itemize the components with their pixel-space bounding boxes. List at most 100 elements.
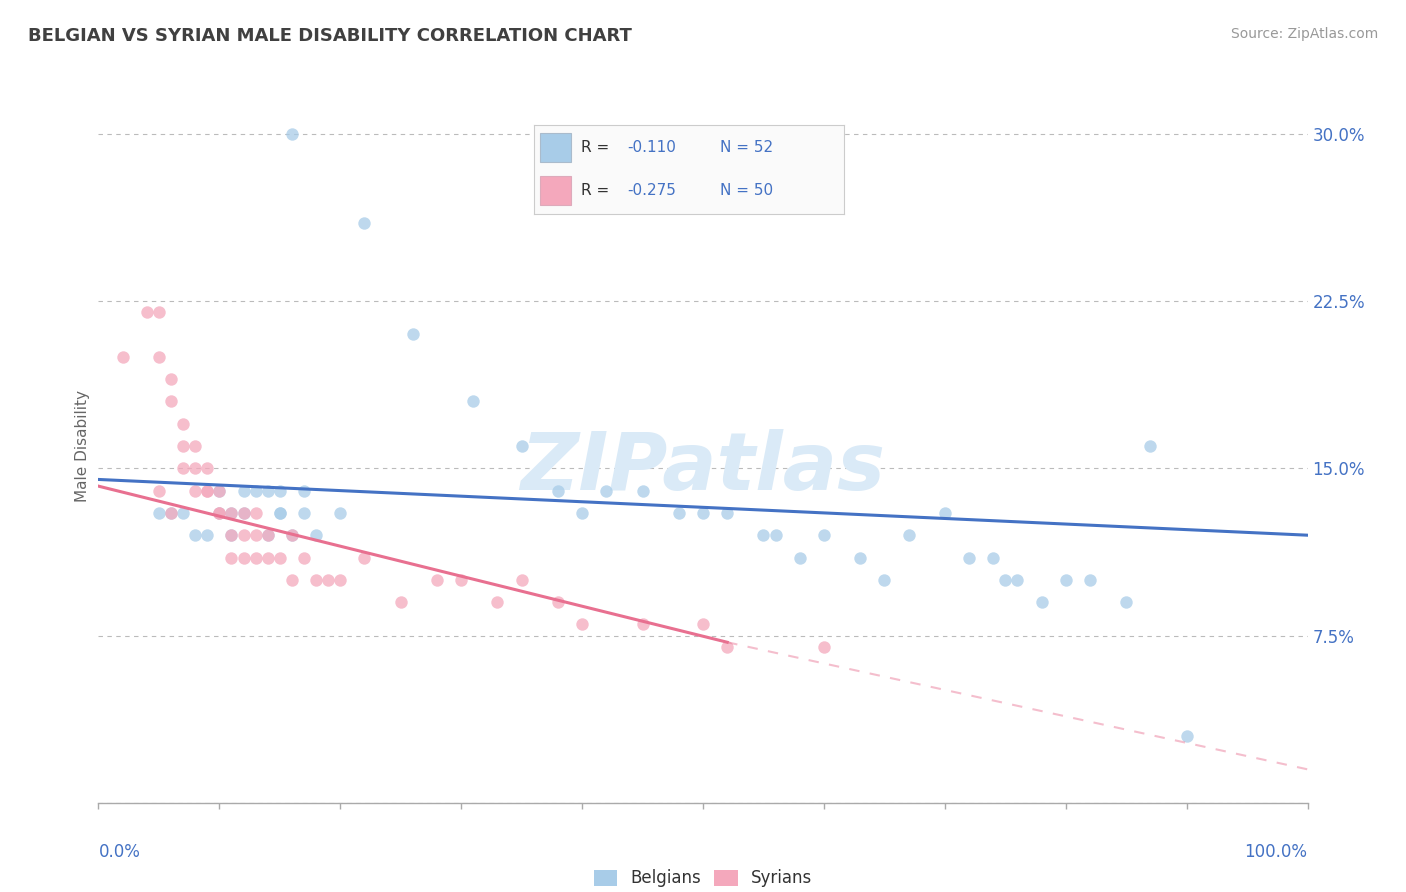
Point bbox=[148, 483, 170, 498]
Y-axis label: Male Disability: Male Disability bbox=[75, 390, 90, 502]
Point bbox=[256, 550, 278, 565]
Point bbox=[208, 506, 231, 520]
Point bbox=[256, 483, 278, 498]
Point bbox=[256, 528, 278, 542]
Point bbox=[148, 350, 170, 364]
Point bbox=[135, 305, 157, 319]
Text: N = 50: N = 50 bbox=[720, 183, 773, 198]
Point bbox=[269, 506, 291, 520]
Point bbox=[873, 573, 896, 587]
Point bbox=[221, 528, 243, 542]
Point bbox=[571, 506, 593, 520]
Point bbox=[208, 506, 231, 520]
Point bbox=[813, 528, 835, 542]
Point bbox=[172, 506, 194, 520]
Point bbox=[221, 506, 243, 520]
Point bbox=[510, 439, 533, 453]
Point bbox=[208, 483, 231, 498]
Point bbox=[934, 506, 956, 520]
Point bbox=[631, 617, 654, 632]
Point bbox=[1175, 729, 1198, 743]
Point bbox=[668, 506, 690, 520]
Point bbox=[353, 550, 375, 565]
Point bbox=[547, 595, 569, 609]
Point bbox=[305, 573, 328, 587]
Point bbox=[994, 573, 1017, 587]
Point bbox=[402, 327, 425, 342]
Point bbox=[426, 573, 449, 587]
Point bbox=[1031, 595, 1053, 609]
Point bbox=[160, 506, 183, 520]
Point bbox=[184, 528, 207, 542]
Point bbox=[329, 506, 352, 520]
Point bbox=[450, 573, 472, 587]
Point bbox=[281, 528, 304, 542]
Point bbox=[316, 573, 339, 587]
Point bbox=[353, 216, 375, 230]
Point bbox=[221, 550, 243, 565]
Point bbox=[111, 350, 134, 364]
Point bbox=[305, 528, 328, 542]
Point bbox=[160, 506, 183, 520]
Point bbox=[389, 595, 412, 609]
Point bbox=[148, 305, 170, 319]
Point bbox=[849, 550, 872, 565]
Text: 0.0%: 0.0% bbox=[98, 843, 141, 861]
Point bbox=[245, 550, 267, 565]
Point bbox=[813, 640, 835, 654]
Point bbox=[292, 550, 315, 565]
Point bbox=[329, 573, 352, 587]
Text: Source: ZipAtlas.com: Source: ZipAtlas.com bbox=[1230, 27, 1378, 41]
FancyBboxPatch shape bbox=[540, 176, 571, 205]
Point bbox=[208, 506, 231, 520]
Point bbox=[269, 550, 291, 565]
Point bbox=[510, 573, 533, 587]
Point bbox=[752, 528, 775, 542]
Text: N = 52: N = 52 bbox=[720, 140, 773, 155]
Text: R =: R = bbox=[581, 183, 614, 198]
Point bbox=[692, 617, 714, 632]
Point bbox=[789, 550, 811, 565]
Point bbox=[595, 483, 617, 498]
Point bbox=[232, 506, 254, 520]
Point bbox=[245, 528, 267, 542]
Point bbox=[245, 506, 267, 520]
Point bbox=[172, 461, 194, 475]
Point bbox=[981, 550, 1004, 565]
Point bbox=[897, 528, 920, 542]
Point bbox=[184, 461, 207, 475]
Point bbox=[195, 483, 218, 498]
Point bbox=[716, 640, 738, 654]
Text: -0.110: -0.110 bbox=[627, 140, 676, 155]
Point bbox=[269, 506, 291, 520]
Point bbox=[195, 528, 218, 542]
Point bbox=[281, 127, 304, 141]
Point bbox=[160, 394, 183, 409]
Point bbox=[1078, 573, 1101, 587]
Text: BELGIAN VS SYRIAN MALE DISABILITY CORRELATION CHART: BELGIAN VS SYRIAN MALE DISABILITY CORREL… bbox=[28, 27, 631, 45]
Point bbox=[1007, 573, 1029, 587]
Point bbox=[957, 550, 980, 565]
Point bbox=[1139, 439, 1161, 453]
Point bbox=[692, 506, 714, 520]
Point bbox=[184, 439, 207, 453]
Text: R =: R = bbox=[581, 140, 614, 155]
Point bbox=[256, 528, 278, 542]
Point bbox=[232, 483, 254, 498]
Text: -0.275: -0.275 bbox=[627, 183, 676, 198]
Point bbox=[547, 483, 569, 498]
Point bbox=[292, 483, 315, 498]
Point bbox=[184, 483, 207, 498]
Point bbox=[232, 506, 254, 520]
Point bbox=[172, 417, 194, 431]
FancyBboxPatch shape bbox=[540, 133, 571, 162]
Point bbox=[208, 483, 231, 498]
Point bbox=[631, 483, 654, 498]
Text: 100.0%: 100.0% bbox=[1244, 843, 1308, 861]
Point bbox=[716, 506, 738, 520]
Point bbox=[1115, 595, 1137, 609]
Point bbox=[160, 372, 183, 386]
Point bbox=[172, 439, 194, 453]
Point bbox=[292, 506, 315, 520]
Point bbox=[245, 483, 267, 498]
